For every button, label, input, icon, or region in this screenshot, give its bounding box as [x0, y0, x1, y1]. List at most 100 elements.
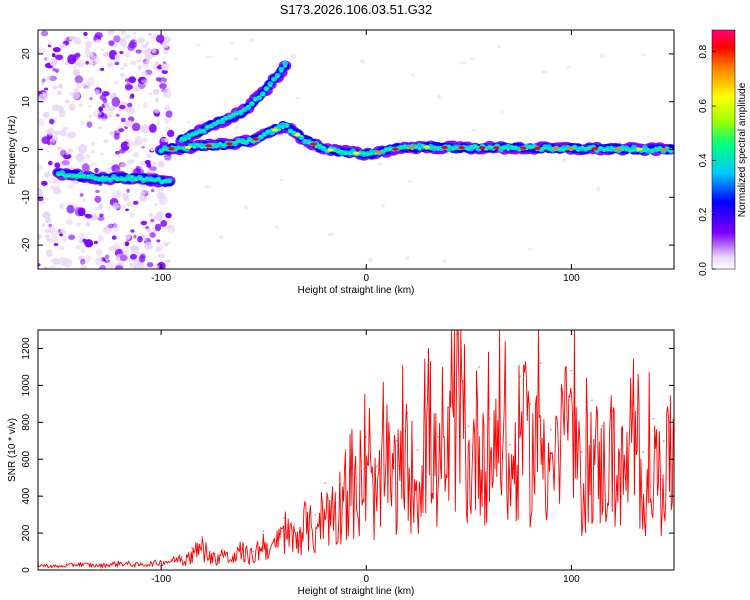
trace-blob — [101, 175, 105, 179]
snr-point — [385, 425, 388, 427]
x-tick-label: -100 — [151, 273, 171, 284]
noise-blob — [83, 31, 88, 37]
noise-blob — [38, 263, 41, 267]
trace-blob — [82, 174, 87, 178]
trace-blob — [628, 149, 632, 153]
trace-blob — [432, 145, 437, 149]
noise-blob — [74, 206, 83, 217]
hot-spot — [294, 133, 301, 137]
snr-point — [437, 436, 439, 438]
noise-blob — [155, 211, 164, 221]
trace-blob — [428, 147, 433, 151]
noise-blob — [84, 239, 94, 248]
trace-blob — [251, 140, 256, 144]
noise-blob — [108, 40, 115, 46]
x-tick-label: 100 — [563, 574, 580, 585]
trace-blob — [134, 178, 138, 182]
noise-blob — [141, 79, 148, 84]
noise-blob — [153, 108, 160, 114]
noise-blob — [186, 120, 191, 124]
x-tick-label: 100 — [563, 273, 580, 284]
noise-blob — [154, 61, 160, 67]
noise-blob — [130, 212, 135, 218]
noise-blob — [57, 146, 63, 150]
noise-blob — [113, 133, 120, 140]
snr-point — [303, 504, 306, 507]
noise-blob — [139, 161, 147, 167]
snr-point — [252, 550, 255, 553]
trace-blob — [222, 143, 226, 147]
noise-blob — [407, 180, 413, 183]
noise-blob — [67, 184, 74, 189]
noise-blob — [45, 216, 51, 224]
trace-blob — [179, 136, 184, 140]
noise-blob — [98, 203, 103, 210]
spectrogram-xlabel: Height of straight line (km) — [298, 285, 415, 296]
noise-blob — [204, 185, 210, 189]
trace-blob — [71, 174, 76, 178]
noise-blob — [137, 236, 143, 243]
y-tick-label: 10 — [21, 96, 32, 108]
y-tick-label: 1000 — [21, 374, 32, 397]
trace-blob — [388, 148, 392, 152]
trace-blob — [210, 142, 215, 146]
trace-blob — [643, 149, 647, 153]
x-tick-label: 0 — [363, 574, 369, 585]
noise-blob — [133, 32, 137, 36]
trace-blob — [624, 148, 629, 152]
noise-blob — [88, 104, 92, 108]
noise-blob — [160, 188, 164, 192]
noise-blob — [141, 70, 148, 77]
noise-blob — [540, 70, 548, 74]
noise-blob — [141, 146, 145, 149]
hot-spot — [310, 142, 317, 146]
trace-blob — [167, 179, 172, 183]
noise-blob — [127, 102, 133, 108]
trace-blob — [583, 147, 588, 151]
noise-blob — [85, 47, 90, 52]
noise-blob — [497, 45, 502, 48]
noise-blob — [123, 197, 130, 202]
snr-point — [119, 561, 121, 564]
noise-blob — [41, 180, 48, 186]
snr-point — [642, 451, 645, 453]
hot-spot — [567, 146, 574, 151]
noise-blob — [112, 190, 122, 199]
trace-blob — [487, 145, 492, 149]
noise-blob — [459, 61, 467, 65]
noise-blob — [127, 143, 131, 147]
noise-blob — [124, 241, 130, 247]
trace-blob — [137, 176, 142, 180]
noise-blob — [119, 104, 126, 110]
noise-blob — [162, 88, 172, 98]
noise-blob — [75, 222, 81, 228]
noise-blob — [114, 265, 124, 269]
noise-blob — [47, 226, 56, 233]
noise-blob — [165, 212, 172, 219]
trace-blob — [75, 173, 79, 177]
noise-blob — [500, 109, 505, 115]
noise-blob — [52, 257, 61, 265]
noise-blob — [67, 148, 74, 153]
trace-blob — [205, 125, 210, 129]
trace-blob — [447, 144, 451, 148]
noise-blob — [80, 121, 85, 125]
noise-blob — [471, 128, 478, 132]
noise-blob — [76, 154, 85, 163]
trace-blob — [528, 145, 533, 149]
trace-blob — [64, 174, 68, 178]
x-tick-label: 0 — [363, 273, 369, 284]
noise-blob — [134, 246, 138, 250]
trace-blob — [119, 178, 124, 182]
noise-blob — [134, 39, 140, 44]
y-tick-label: 800 — [21, 414, 32, 431]
snr-point — [355, 476, 357, 479]
snr-point — [139, 563, 142, 566]
noise-blob — [88, 52, 94, 58]
noise-blob — [144, 245, 150, 250]
trace-blob — [650, 149, 655, 153]
trace-blob — [506, 148, 511, 152]
hot-spot — [441, 145, 448, 150]
noise-blob — [166, 87, 171, 91]
